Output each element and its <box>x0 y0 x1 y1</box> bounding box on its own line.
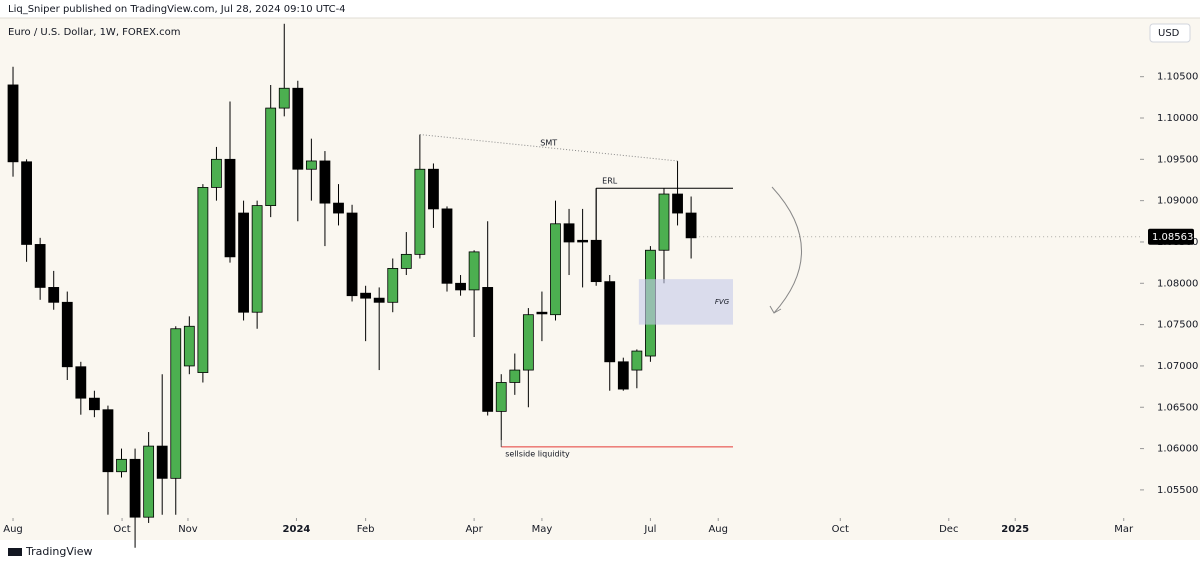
candle-body <box>441 208 453 284</box>
candle-body <box>102 409 114 473</box>
candle-body <box>672 193 683 214</box>
candle-body <box>333 202 344 214</box>
last-price-box <box>1148 228 1194 245</box>
candle-body <box>292 87 304 170</box>
y-tick-label: 1.08000 <box>1157 278 1198 289</box>
x-tick-label: Apr <box>465 524 483 535</box>
candle-body <box>183 325 195 367</box>
candle-body <box>129 458 141 518</box>
erl-label: ERL <box>602 177 618 186</box>
candle-body <box>685 212 697 239</box>
price-axis <box>1140 18 1200 520</box>
ssl-label: sellside liquidity <box>505 449 570 458</box>
x-tick-label: Aug <box>708 524 728 535</box>
candle-body <box>211 158 222 188</box>
currency[interactable]: USD <box>1158 28 1180 39</box>
logo-mark <box>8 548 22 556</box>
arrow-head <box>769 305 782 314</box>
candle-body <box>7 84 19 163</box>
candle-body <box>88 397 100 411</box>
candle-body <box>48 287 60 303</box>
candle-body <box>631 350 643 371</box>
candle-body <box>617 361 629 390</box>
y-tick-label: 1.06500 <box>1157 402 1198 413</box>
x-tick-label: 2025 <box>1001 524 1029 535</box>
candle-body <box>550 223 561 316</box>
fvg-label: FVG <box>715 298 730 306</box>
candle-body <box>170 328 182 479</box>
candle-body <box>21 161 32 245</box>
candle-body <box>536 311 548 315</box>
currency-box[interactable] <box>1149 23 1191 43</box>
y-tick-label: 1.09500 <box>1157 154 1198 165</box>
candle-body <box>590 239 602 283</box>
smt-label: SMT <box>540 138 557 147</box>
candle-body <box>278 87 290 109</box>
candle-body <box>400 253 412 269</box>
plot-area <box>0 18 1140 520</box>
candle-body <box>265 107 277 207</box>
candle-body <box>75 366 87 399</box>
candle-body <box>495 382 507 412</box>
candle-body <box>251 205 263 313</box>
candle-body <box>522 314 534 371</box>
candle-body <box>224 158 236 258</box>
candle-body <box>116 458 127 473</box>
candle-body <box>414 168 426 255</box>
candle-body <box>658 193 670 251</box>
y-tick-label: 1.07500 <box>1157 320 1198 331</box>
projection-arrow <box>771 186 802 314</box>
candle-body <box>428 168 439 210</box>
candle-body <box>482 287 494 412</box>
y-tick-label: 1.05500 <box>1157 485 1198 496</box>
candle-body <box>319 160 331 204</box>
x-tick-label: 2024 <box>283 524 311 535</box>
x-tick-label: Mar <box>1114 524 1134 535</box>
candle-body <box>468 251 480 291</box>
x-tick-label: Oct <box>113 524 130 535</box>
y-tick-label: 1.06000 <box>1157 444 1198 455</box>
candle-body <box>305 160 317 170</box>
y-tick-label: 1.09000 <box>1157 196 1198 207</box>
candle-body <box>360 292 372 299</box>
publisher: Liq_Sniper published on TradingView.com,… <box>8 4 346 15</box>
candle-body <box>197 187 209 373</box>
y-tick-label: 1.10000 <box>1157 113 1198 124</box>
candle-body <box>238 212 249 313</box>
y-tick-label: 1.10500 <box>1157 72 1198 83</box>
candle-body <box>604 281 616 363</box>
candle-body <box>577 239 589 243</box>
brand: TradingView <box>25 545 92 558</box>
last-price-label: 1.08563 <box>1152 232 1193 243</box>
candle-body <box>143 445 155 518</box>
time-axis <box>0 520 1200 540</box>
x-tick-label: Aug <box>3 524 23 535</box>
candle-body <box>563 223 575 243</box>
x-tick-label: Jul <box>643 524 656 535</box>
x-tick-label: Dec <box>939 524 958 535</box>
x-tick-label: Oct <box>832 524 849 535</box>
x-tick-label: Nov <box>178 524 198 535</box>
smt-line <box>419 134 678 162</box>
chart-title: Euro / U.S. Dollar, 1W, FOREX.com <box>8 27 180 38</box>
candle-body <box>156 445 168 479</box>
x-tick-label: May <box>532 524 553 535</box>
candle-body <box>455 282 466 291</box>
candle-body <box>61 301 73 368</box>
candle-body <box>387 268 399 303</box>
fvg-box <box>638 279 733 325</box>
y-tick-label: 1.07000 <box>1157 361 1198 372</box>
logo: TradingView <box>8 545 92 558</box>
x-tick-label: Feb <box>357 524 375 535</box>
candle-body <box>373 297 385 303</box>
candle-body <box>34 244 46 288</box>
candle-body <box>509 369 521 383</box>
candle-body <box>346 212 358 297</box>
